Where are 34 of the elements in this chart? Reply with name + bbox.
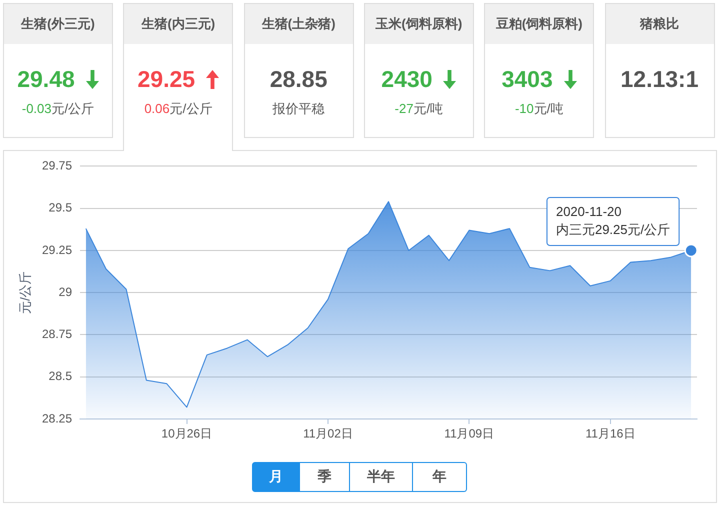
x-tick-label: 11月09日 — [444, 426, 494, 441]
text: 豆粕(饲料原料) — [485, 4, 594, 44]
text: 29.48 — [17, 66, 75, 92]
text: 12.13:1 — [620, 66, 698, 92]
y-tick-label: 29.75 — [42, 158, 72, 173]
text: -10元/吨 — [514, 100, 564, 118]
y-tick-label: 28.75 — [42, 327, 72, 342]
text: 猪粮比 — [606, 4, 714, 44]
text: 3403 — [502, 66, 553, 92]
text: 0.06元/公斤 — [143, 100, 214, 118]
text: -27元/吨 — [394, 100, 444, 118]
text: 报价平稳 — [272, 100, 326, 118]
text: 29.25 — [138, 66, 196, 92]
y-tick-label: 29.5 — [48, 200, 72, 215]
y-tick-label: 29 — [58, 284, 72, 299]
y-tick-label: 29.25 — [42, 242, 72, 257]
y-axis-title: 元/公斤 — [17, 271, 32, 314]
x-tick-label: 11月16日 — [586, 426, 636, 441]
x-tick-label: 11月02日 — [303, 426, 353, 441]
x-tick-label: 10月26日 — [161, 426, 212, 441]
period-tab: 半年 — [350, 462, 413, 492]
text: 生猪(内三元) — [124, 4, 232, 44]
text: 28.85 — [270, 66, 328, 92]
text: 生猪(土杂猪) — [244, 4, 353, 44]
y-tick-label: 28.5 — [48, 369, 72, 384]
text: 2430 — [381, 66, 432, 92]
y-tick-label: 28.25 — [42, 411, 72, 426]
annotation: 2020-11-20 内三元29.25元/公斤 — [556, 204, 670, 238]
text: 玉米(饲料原料) — [364, 4, 473, 44]
text: 生猪(外三元) — [4, 4, 112, 44]
period-tab: 月 — [252, 462, 300, 492]
period-tab: 年 — [413, 462, 467, 492]
text: -0.03元/公斤 — [20, 100, 96, 118]
period-tab: 季 — [300, 462, 350, 492]
